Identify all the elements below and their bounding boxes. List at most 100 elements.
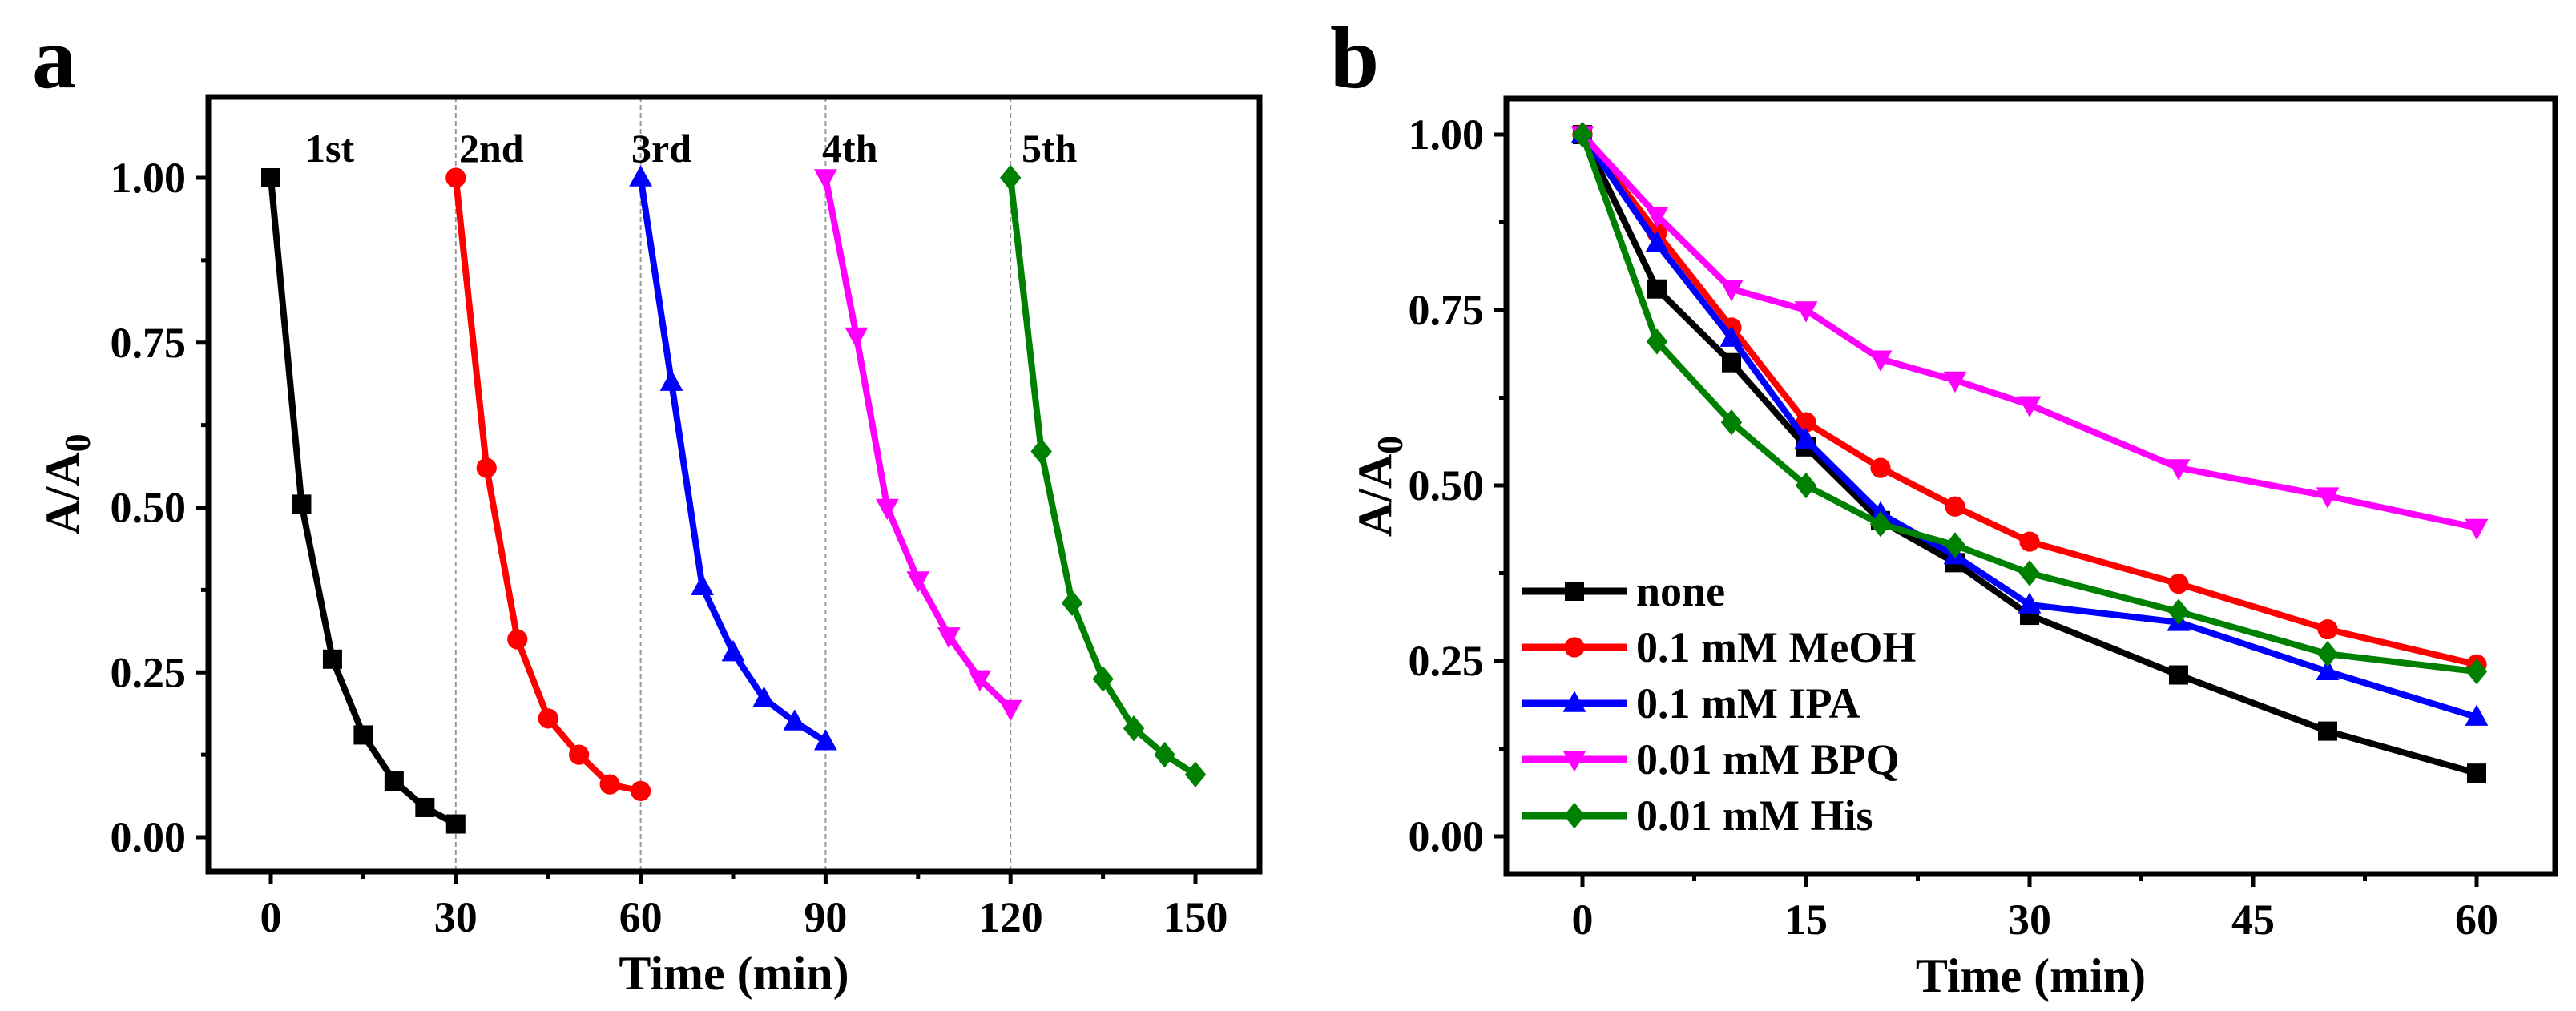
x-tick-label: 60 — [619, 893, 663, 941]
marker-diamond — [1720, 409, 1743, 436]
marker-triangle-down — [845, 327, 869, 349]
series-line — [1579, 133, 2478, 777]
y-tick-label: 1.00 — [111, 154, 187, 202]
marker-triangle-up — [691, 574, 714, 596]
marker-triangle-down — [2316, 487, 2340, 509]
marker-circle — [569, 744, 590, 765]
x-tick-label: 120 — [978, 893, 1043, 941]
marker-circle — [507, 629, 528, 650]
x-tick-label: 0 — [1572, 896, 1594, 944]
cycle-label: 2nd — [459, 126, 524, 171]
legend: none 0.1 mM MeOH 0.1 mM IPA 0.01 mM BPQ 0.01… — [1522, 567, 1916, 840]
x-axis-title: Time (min) — [1916, 949, 2146, 1002]
y-axis-title: A/A0 — [1348, 436, 1410, 537]
marker-circle — [538, 708, 558, 729]
marker-circle — [476, 457, 497, 478]
marker-triangle-down — [1794, 301, 1818, 323]
marker-diamond — [1646, 328, 1668, 355]
marker-triangle-down — [2018, 396, 2042, 417]
series-line — [822, 177, 1013, 711]
x-tick-label: 30 — [434, 893, 478, 941]
marker-circle — [1870, 457, 1891, 478]
marker-triangle-down — [814, 169, 837, 191]
marker-diamond — [1944, 532, 1966, 558]
marker-square — [384, 771, 404, 791]
marker-square — [292, 494, 312, 514]
series-5th — [1000, 164, 1207, 788]
y-tick-label: 0.50 — [1409, 461, 1485, 510]
x-axis-title: Time (min) — [619, 947, 849, 1000]
y-tick-label: 0.75 — [111, 319, 187, 367]
series-3rd — [629, 165, 837, 751]
marker-diamond — [1000, 164, 1022, 191]
cycle-label: 5th — [1022, 126, 1078, 171]
y-tick-label: 1.00 — [1409, 111, 1485, 159]
series-line — [1579, 133, 2477, 675]
marker-triangle-up — [783, 709, 807, 731]
x-tick-label: 45 — [2231, 896, 2275, 944]
marker-triangle-up — [1562, 691, 1586, 712]
marker-triangle-down — [968, 670, 992, 692]
marker-triangle-up — [1719, 325, 1744, 347]
marker-triangle-up — [659, 369, 683, 391]
marker-circle — [2168, 574, 2189, 594]
marker-square — [261, 168, 280, 187]
marker-diamond — [1092, 666, 1114, 692]
series-2nd — [445, 167, 651, 801]
y-axis-title-subscript: 0 — [1369, 436, 1410, 454]
marker-triangle-down — [1943, 371, 1967, 393]
y-tick-label: 0.25 — [1409, 637, 1485, 685]
y-axis-title-main: A/A — [1348, 454, 1401, 537]
marker-circle — [1796, 412, 1816, 433]
legend-label: 0.1 mM MeOH — [1636, 623, 1916, 671]
y-tick-label: 0.00 — [1409, 812, 1485, 860]
marker-triangle-up — [629, 165, 652, 187]
y-axis-title: A/A0 — [36, 433, 98, 534]
marker-diamond — [1563, 802, 1586, 829]
panel-b: b 0 15 30 45 60 0.00 0.25 0.50 0.75 1.00 Time (min)… — [1330, 9, 2558, 1002]
marker-triangle-up — [721, 639, 745, 662]
marker-square — [353, 725, 373, 745]
marker-triangle-down — [1719, 280, 1744, 302]
legend-label: 0.1 mM IPA — [1636, 679, 1860, 727]
series-4th — [814, 169, 1022, 722]
y-tick-label: 0.50 — [111, 484, 187, 532]
marker-circle — [445, 167, 466, 188]
marker-triangle-up — [814, 729, 837, 751]
legend-label: 0.01 mM BPQ — [1636, 735, 1899, 783]
marker-circle — [1564, 637, 1585, 658]
marker-diamond — [1571, 121, 1594, 148]
marker-square — [1565, 582, 1584, 601]
marker-triangle-down — [1562, 751, 1586, 772]
series-line — [1580, 132, 2477, 531]
marker-square — [2169, 665, 2188, 685]
marker-triangle-up — [2465, 704, 2489, 726]
marker-diamond — [2316, 641, 2339, 667]
series-line — [452, 177, 642, 795]
marker-triangle-down — [1645, 206, 1669, 228]
x-tick-label: 30 — [2008, 896, 2051, 944]
x-tick-label: 15 — [1784, 896, 1828, 944]
marker-square — [2318, 721, 2337, 741]
marker-square — [322, 649, 342, 669]
marker-square — [2467, 763, 2486, 783]
marker-triangle-down — [1869, 350, 1893, 372]
marker-triangle-up — [2018, 592, 2042, 614]
x-tick-label: 0 — [260, 893, 282, 941]
marker-diamond — [1154, 741, 1175, 768]
x-tick-label: 90 — [804, 893, 847, 941]
y-axis-title-subscript: 0 — [57, 433, 98, 452]
cycle-label: 1st — [305, 126, 354, 171]
marker-diamond — [1869, 510, 1892, 538]
marker-triangle-up — [2316, 659, 2340, 680]
marker-square — [445, 814, 466, 834]
x-tick-label: 150 — [1163, 893, 1228, 941]
marker-circle — [599, 774, 620, 795]
cycle-label: 4th — [822, 126, 878, 171]
panel-a: a 0 30 60 90 120 150 0.00 0.25 0.50 0.75 1.00 Time (… — [32, 9, 1263, 1000]
marker-diamond — [1184, 761, 1207, 788]
marker-diamond — [1795, 472, 1817, 499]
x-tick-label: 60 — [2455, 896, 2498, 944]
marker-square — [1722, 352, 1741, 373]
